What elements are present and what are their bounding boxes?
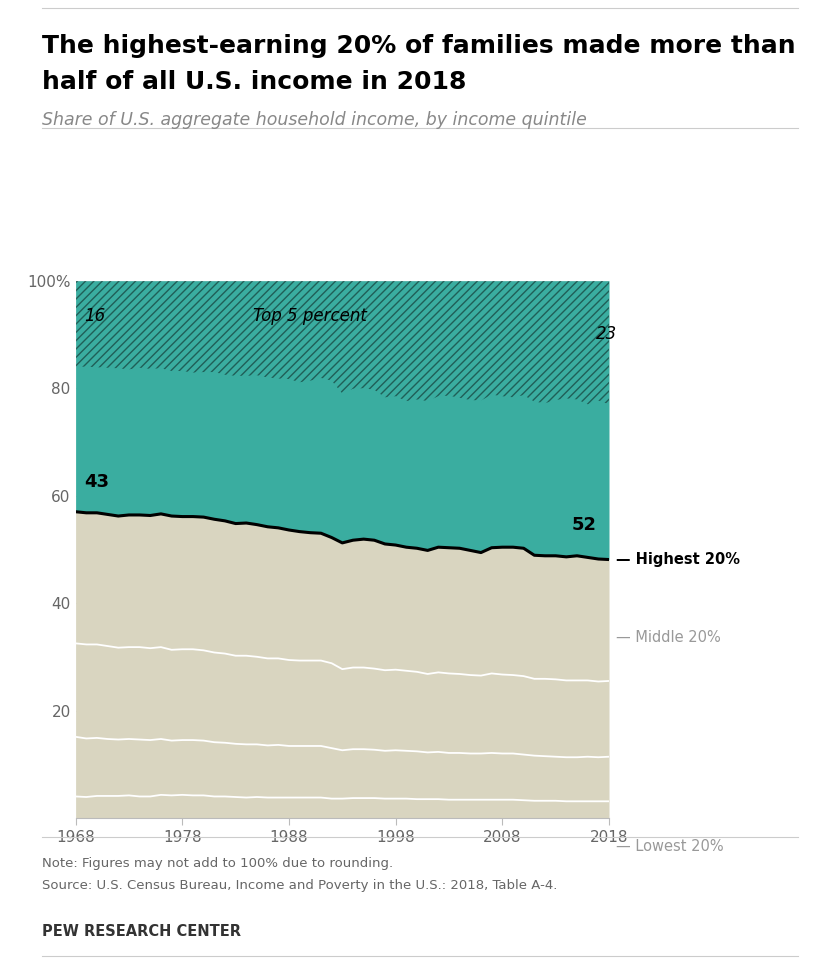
Text: 52: 52	[572, 516, 596, 534]
Text: 23: 23	[596, 325, 617, 344]
Text: half of all U.S. income in 2018: half of all U.S. income in 2018	[42, 70, 466, 94]
Text: Note: Figures may not add to 100% due to rounding.: Note: Figures may not add to 100% due to…	[42, 857, 393, 869]
Text: 43: 43	[84, 473, 109, 491]
Text: — Highest 20%: — Highest 20%	[616, 552, 740, 567]
Text: Share of U.S. aggregate household income, by income quintile: Share of U.S. aggregate household income…	[42, 111, 587, 130]
Text: 16: 16	[84, 307, 105, 324]
Text: Top 5 percent: Top 5 percent	[254, 307, 367, 324]
Text: Source: U.S. Census Bureau, Income and Poverty in the U.S.: 2018, Table A-4.: Source: U.S. Census Bureau, Income and P…	[42, 879, 558, 892]
Text: — Middle 20%: — Middle 20%	[616, 630, 721, 646]
Text: The highest-earning 20% of families made more than: The highest-earning 20% of families made…	[42, 34, 795, 58]
Text: PEW RESEARCH CENTER: PEW RESEARCH CENTER	[42, 924, 241, 939]
Text: — Lowest 20%: — Lowest 20%	[616, 839, 723, 854]
